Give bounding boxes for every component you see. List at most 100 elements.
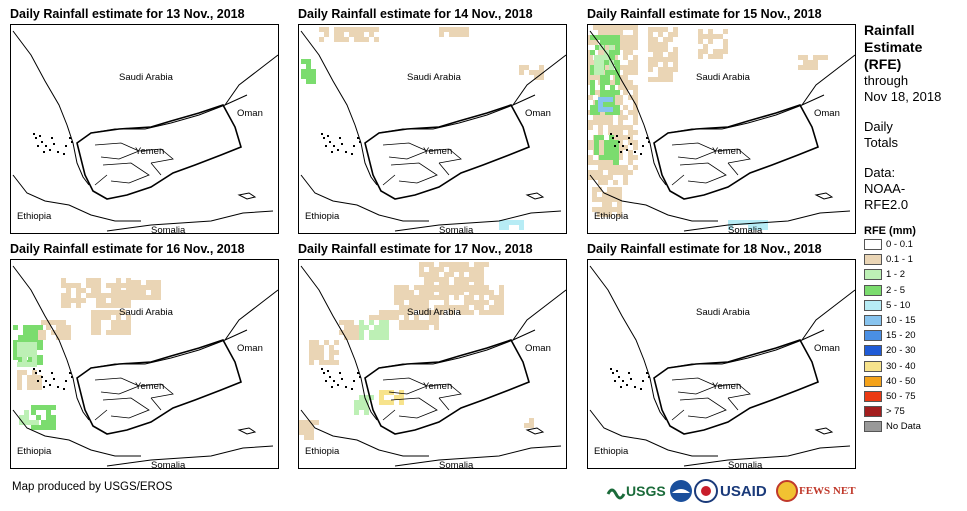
usaid-seal — [694, 479, 718, 503]
noaa-logo — [670, 480, 692, 502]
label-ethiopia: Ethiopia — [305, 446, 340, 457]
sidebar-source-2: RFE2.0 — [864, 197, 909, 212]
panel-title: Daily Rainfall estimate for 17 Nov., 201… — [298, 242, 533, 256]
map-credit: Map produced by USGS/EROS — [12, 481, 173, 493]
usaid-logo: USAID — [720, 483, 767, 500]
sidebar-daily: Daily — [864, 119, 893, 134]
legend-item: 0.1 - 1 — [864, 254, 913, 268]
rainfall-map: Saudi Arabia Oman Yemen Ethiopia Somalia — [587, 24, 856, 234]
panel-title: Daily Rainfall estimate for 18 Nov., 201… — [587, 242, 822, 256]
label-ethiopia: Ethiopia — [17, 446, 52, 457]
legend-item: 2 - 5 — [864, 284, 906, 299]
usgs-logo: USGS — [606, 483, 666, 500]
label-somalia: Somalia — [439, 460, 474, 469]
legend-label: 15 - 20 — [886, 330, 916, 342]
sidebar-through: through — [864, 73, 909, 88]
label-yemen: Yemen — [423, 146, 453, 157]
svg-text:USAID: USAID — [720, 483, 767, 500]
label-oman: Oman — [237, 343, 263, 354]
rainfall-overlay — [299, 262, 534, 440]
label-somalia: Somalia — [728, 225, 763, 234]
rainfall-overlay — [13, 278, 161, 430]
rainfall-map: Saudi Arabia Oman Yemen Ethiopia Somalia — [298, 259, 567, 469]
label-saudi-arabia: Saudi Arabia — [119, 72, 173, 83]
label-saudi-arabia: Saudi Arabia — [696, 72, 750, 83]
label-ethiopia: Ethiopia — [594, 211, 629, 222]
rainfall-overlay — [301, 27, 544, 230]
legend-swatch — [864, 239, 882, 250]
legend-label: 0 - 0.1 — [886, 239, 913, 251]
sidebar-source-1: NOAA- — [864, 181, 906, 196]
legend-item: 10 - 15 — [864, 315, 916, 329]
label-yemen: Yemen — [135, 381, 165, 392]
legend-swatch — [864, 330, 882, 342]
legend-swatch — [864, 315, 882, 326]
rainfall-map: Saudi Arabia Oman Yemen Ethiopia Somalia — [10, 24, 279, 234]
basemap-outlines — [12, 30, 278, 232]
panel-title: Daily Rainfall estimate for 14 Nov., 201… — [298, 7, 533, 21]
legend-label: No Data — [886, 421, 921, 433]
rainfall-map: Saudi Arabia Oman Yemen Ethiopia Somalia — [10, 259, 279, 469]
label-saudi-arabia: Saudi Arabia — [119, 307, 173, 318]
legend-label: 0.1 - 1 — [886, 254, 913, 266]
label-oman: Oman — [525, 343, 551, 354]
legend-swatch — [864, 360, 882, 372]
label-saudi-arabia: Saudi Arabia — [407, 72, 461, 83]
label-yemen: Yemen — [712, 146, 742, 157]
legend-swatch — [864, 254, 882, 266]
rainfall-overlay — [588, 25, 828, 230]
legend-sidebar: Rainfall Estimate (RFE) through Nov 18, … — [864, 22, 964, 439]
legend-swatch — [864, 284, 882, 296]
panel-title: Daily Rainfall estimate for 13 Nov., 201… — [10, 7, 245, 21]
label-somalia: Somalia — [151, 225, 186, 234]
legend-item: 15 - 20 — [864, 330, 916, 344]
label-ethiopia: Ethiopia — [305, 211, 340, 222]
legend-swatch — [864, 421, 882, 433]
legend-title: RFE (mm) — [864, 225, 916, 237]
legend-label: 30 - 40 — [886, 360, 916, 372]
legend-swatch — [864, 391, 882, 402]
legend-label: 5 - 10 — [886, 299, 911, 311]
sidebar-title-line1: Rainfall — [864, 22, 915, 38]
panel-title: Daily Rainfall estimate for 16 Nov., 201… — [10, 242, 245, 256]
label-ethiopia: Ethiopia — [17, 211, 52, 222]
sidebar-date: Nov 18, 2018 — [864, 89, 942, 104]
legend-item: 50 - 75 — [864, 391, 916, 405]
svg-text:USGS: USGS — [626, 483, 666, 499]
legend-swatch — [864, 299, 882, 311]
legend-label: 10 - 15 — [886, 315, 916, 327]
legend-item: 5 - 10 — [864, 299, 911, 314]
label-somalia: Somalia — [151, 460, 186, 469]
panel-title: Daily Rainfall estimate for 15 Nov., 201… — [587, 7, 822, 21]
sidebar-title-line3: (RFE) — [864, 56, 902, 72]
basemap-outlines — [300, 265, 566, 467]
label-oman: Oman — [814, 108, 840, 119]
legend-item: > 75 — [864, 406, 905, 420]
partner-logos: USGS USAID FEWS NET — [606, 478, 856, 504]
legend-label: 2 - 5 — [886, 284, 906, 296]
legend-swatch — [864, 269, 882, 281]
sidebar-title-line2: Estimate — [864, 39, 923, 55]
legend-item: 0 - 0.1 — [864, 239, 913, 253]
label-somalia: Somalia — [439, 225, 474, 234]
label-yemen: Yemen — [423, 381, 453, 392]
basemap-outlines — [589, 265, 855, 467]
legend-item: No Data — [864, 421, 921, 435]
legend-item: 30 - 40 — [864, 360, 916, 375]
legend-label: 50 - 75 — [886, 391, 916, 403]
svg-text:FEWS NET: FEWS NET — [799, 485, 856, 497]
legend-label: 1 - 2 — [886, 269, 906, 281]
label-yemen: Yemen — [712, 381, 742, 392]
legend-swatch — [864, 375, 882, 387]
legend-swatch — [864, 345, 882, 357]
rainfall-map: Saudi Arabia Oman Yemen Ethiopia Somalia — [587, 259, 856, 469]
label-ethiopia: Ethiopia — [594, 446, 629, 457]
basemap-outlines — [300, 30, 566, 232]
fews-net-logo: FEWS NET — [776, 480, 856, 502]
label-oman: Oman — [814, 343, 840, 354]
legend-item: 40 - 50 — [864, 375, 916, 390]
label-saudi-arabia: Saudi Arabia — [407, 307, 461, 318]
legend-swatch — [864, 406, 882, 418]
label-saudi-arabia: Saudi Arabia — [696, 307, 750, 318]
sidebar-data-label: Data: — [864, 165, 896, 180]
